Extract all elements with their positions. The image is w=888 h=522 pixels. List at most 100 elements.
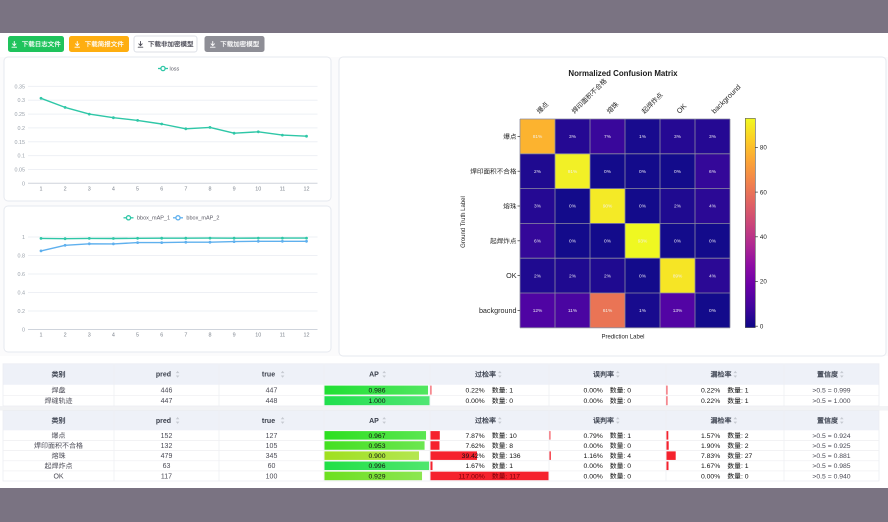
svg-text:60: 60 <box>268 463 276 470</box>
svg-text:1.16%: 1.16% <box>584 453 603 460</box>
svg-text:0.15: 0.15 <box>15 140 26 146</box>
svg-text:7.83%: 7.83% <box>701 453 720 460</box>
svg-text:: 0: : 0 <box>623 443 631 450</box>
svg-text:: 0: : 0 <box>623 388 631 395</box>
svg-text:11: 11 <box>280 186 286 192</box>
svg-text:2%: 2% <box>569 273 577 279</box>
svg-text:6%: 6% <box>709 169 717 175</box>
svg-text:0.929: 0.929 <box>368 473 385 480</box>
svg-text:Normalized Confusion Matrix: Normalized Confusion Matrix <box>568 69 678 78</box>
svg-text:: 4: : 4 <box>623 453 631 460</box>
svg-text:OK: OK <box>506 271 517 280</box>
svg-text:3%: 3% <box>674 134 682 140</box>
svg-text:: 1: : 1 <box>623 433 631 440</box>
svg-text:: 0: : 0 <box>741 473 749 480</box>
svg-text:39.42%: 39.42% <box>462 453 485 460</box>
svg-text:8: 8 <box>208 186 211 192</box>
svg-text:2%: 2% <box>604 273 612 279</box>
svg-text:0.8: 0.8 <box>18 254 26 260</box>
svg-text:447: 447 <box>161 398 173 405</box>
svg-text:true: true <box>262 418 275 425</box>
svg-text:3%: 3% <box>709 134 717 140</box>
svg-text:: 0: : 0 <box>505 398 513 405</box>
svg-text:12: 12 <box>304 186 310 192</box>
svg-text:0%: 0% <box>674 239 682 245</box>
svg-text:91%: 91% <box>568 169 578 175</box>
svg-text:2%: 2% <box>534 273 542 279</box>
svg-text:12%: 12% <box>533 308 543 314</box>
svg-text:4%: 4% <box>709 204 717 210</box>
svg-text:0.2: 0.2 <box>18 126 26 132</box>
svg-text:0.22%: 0.22% <box>465 388 484 395</box>
svg-text:background: background <box>479 306 517 315</box>
svg-text:89%: 89% <box>673 273 683 279</box>
svg-text:10: 10 <box>255 333 261 339</box>
svg-text:3%: 3% <box>569 134 577 140</box>
svg-text:93%: 93% <box>638 239 648 245</box>
svg-text:>0.5 = 0.999: >0.5 = 0.999 <box>812 388 850 395</box>
svg-text:20: 20 <box>760 279 767 286</box>
svg-text:0.25: 0.25 <box>15 112 26 118</box>
svg-text:0.986: 0.986 <box>368 388 385 395</box>
svg-text:: 2: : 2 <box>741 443 749 450</box>
svg-text:4: 4 <box>112 333 115 339</box>
svg-text:132: 132 <box>161 443 173 450</box>
svg-text:: 0: : 0 <box>623 463 631 470</box>
svg-text:1: 1 <box>40 186 43 192</box>
svg-text:2%: 2% <box>534 169 542 175</box>
svg-text:: 1: : 1 <box>741 388 749 395</box>
svg-text:Ground Truth Label: Ground Truth Label <box>461 196 467 248</box>
svg-text:0.35: 0.35 <box>15 84 26 90</box>
svg-text:5: 5 <box>136 186 139 192</box>
svg-text:1: 1 <box>22 235 25 241</box>
svg-text:6: 6 <box>160 186 163 192</box>
svg-text:0%: 0% <box>709 308 717 314</box>
svg-text:4%: 4% <box>709 273 717 279</box>
svg-text:OK: OK <box>53 473 63 480</box>
svg-text:: 27: : 27 <box>741 453 753 460</box>
svg-text:446: 446 <box>161 388 173 395</box>
svg-text:1: 1 <box>40 333 43 339</box>
svg-text:10: 10 <box>255 186 261 192</box>
svg-text:0.996: 0.996 <box>368 463 385 470</box>
svg-text:7: 7 <box>184 333 187 339</box>
svg-text:60: 60 <box>760 189 767 196</box>
svg-text:>0.5 = 0.985: >0.5 = 0.985 <box>812 463 850 470</box>
svg-text:0.6: 0.6 <box>18 272 26 278</box>
svg-text:0.05: 0.05 <box>15 167 26 173</box>
svg-text:: 0: : 0 <box>623 473 631 480</box>
svg-text:100: 100 <box>266 473 278 480</box>
svg-text:479: 479 <box>161 453 173 460</box>
svg-text:105: 105 <box>266 443 278 450</box>
svg-text:: 0: : 0 <box>623 398 631 405</box>
svg-text:11%: 11% <box>568 308 578 314</box>
svg-text:0%: 0% <box>639 204 647 210</box>
svg-text:2%: 2% <box>674 204 682 210</box>
svg-text:1.57%: 1.57% <box>701 433 720 440</box>
svg-text:0%: 0% <box>709 239 717 245</box>
svg-text:447: 447 <box>266 388 278 395</box>
svg-text:3: 3 <box>88 186 91 192</box>
svg-text:6%: 6% <box>534 239 542 245</box>
svg-text:1.90%: 1.90% <box>701 443 720 450</box>
svg-text:: 117: : 117 <box>505 473 520 480</box>
svg-text:3: 3 <box>88 333 91 339</box>
svg-text:9: 9 <box>233 186 236 192</box>
svg-text:0.00%: 0.00% <box>465 398 484 405</box>
svg-text:117.00%: 117.00% <box>458 473 484 480</box>
svg-text:0.00%: 0.00% <box>584 398 603 405</box>
svg-text:0.22%: 0.22% <box>701 388 720 395</box>
svg-text:448: 448 <box>266 398 278 405</box>
svg-text:Prediction Label: Prediction Label <box>601 334 644 340</box>
svg-text:80: 80 <box>760 145 767 152</box>
svg-text:0%: 0% <box>604 239 612 245</box>
svg-text:1%: 1% <box>639 308 647 314</box>
svg-text:0.967: 0.967 <box>368 433 385 440</box>
svg-text:90%: 90% <box>603 204 613 210</box>
svg-text:0%: 0% <box>569 204 577 210</box>
svg-text:13%: 13% <box>673 308 683 314</box>
svg-text:4: 4 <box>112 186 115 192</box>
svg-text:0: 0 <box>22 328 25 334</box>
svg-text:>0.5 = 0.881: >0.5 = 0.881 <box>812 453 850 460</box>
svg-text:: 2: : 2 <box>741 433 749 440</box>
